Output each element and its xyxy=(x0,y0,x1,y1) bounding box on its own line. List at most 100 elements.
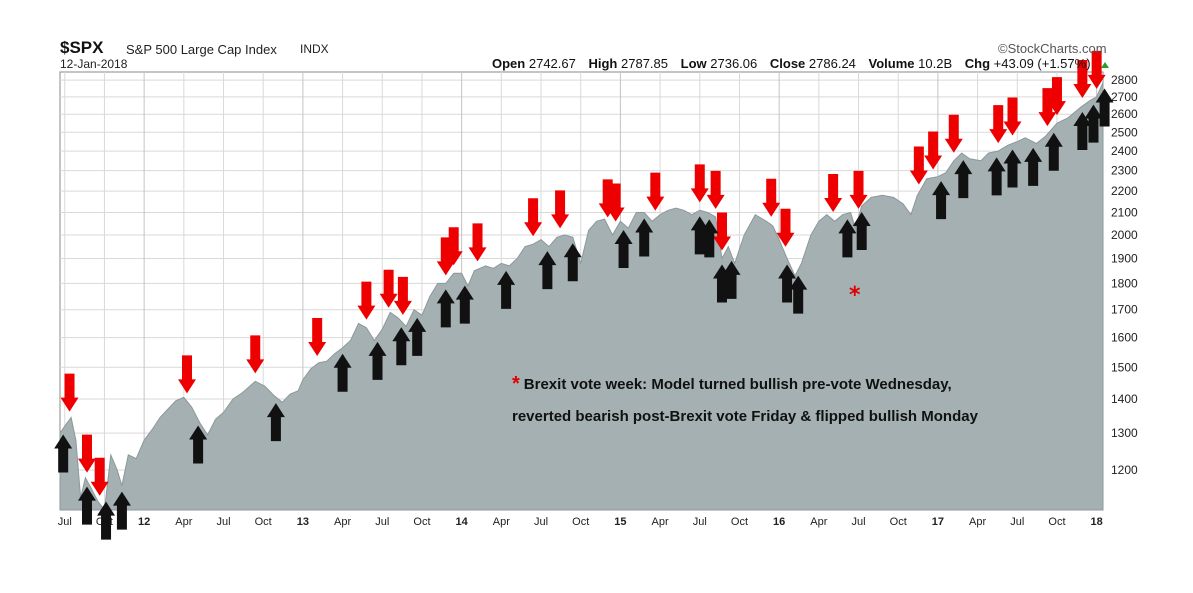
sell-signal-arrow-icon xyxy=(308,317,327,356)
sell-signal-arrow-icon xyxy=(1087,50,1106,89)
annotation-line-1: Brexit vote week: Model turned bullish p… xyxy=(523,376,952,393)
buy-signal-arrow-icon xyxy=(408,317,427,356)
sell-signal-arrow-icon xyxy=(1073,60,1092,99)
x-tick-label: 14 xyxy=(456,516,469,528)
sell-signal-arrow-icon xyxy=(944,114,963,153)
sell-signal-arrow-icon xyxy=(60,373,79,412)
buy-signal-arrow-icon xyxy=(1003,149,1022,188)
sell-signal-arrow-icon xyxy=(989,105,1008,144)
x-tick-label: Oct xyxy=(731,516,748,528)
x-tick-label: Jul xyxy=(58,516,72,528)
sell-signal-arrow-icon xyxy=(762,178,781,217)
y-tick-label: 2200 xyxy=(1111,184,1138,198)
y-tick-label: 1200 xyxy=(1111,463,1138,477)
y-tick-label: 2800 xyxy=(1111,73,1138,87)
sell-signal-arrow-icon xyxy=(524,198,543,237)
sell-signal-arrow-icon xyxy=(849,170,868,209)
x-tick-label: Jul xyxy=(216,516,230,528)
buy-signal-arrow-icon xyxy=(1024,147,1043,186)
volume-label: Volume xyxy=(868,56,915,71)
sell-signal-arrow-icon xyxy=(468,223,487,262)
buy-signal-arrow-icon xyxy=(538,251,557,290)
sell-signal-arrow-icon xyxy=(706,170,725,209)
buy-signal-arrow-icon xyxy=(932,181,951,220)
buy-signal-arrow-icon xyxy=(368,341,387,380)
y-tick-label: 2100 xyxy=(1111,205,1138,219)
buy-signal-arrow-icon xyxy=(1044,132,1063,171)
sell-signal-arrow-icon xyxy=(357,281,376,320)
y-tick-label: 2000 xyxy=(1111,228,1138,242)
price-area xyxy=(59,82,1104,512)
high-value: 2787.85 xyxy=(621,56,668,71)
sell-signal-arrow-icon xyxy=(90,457,109,496)
chg-value: +43.09 (+1.57%) xyxy=(993,56,1091,71)
x-tick-label: 17 xyxy=(932,516,944,528)
sell-signal-arrow-icon xyxy=(393,276,412,315)
chg-label: Chg xyxy=(964,56,991,71)
buy-signal-arrow-icon xyxy=(392,327,411,366)
sell-signal-arrow-icon xyxy=(246,335,265,374)
open-value: 2742.67 xyxy=(528,56,576,71)
sell-signal-arrow-icon xyxy=(178,355,197,394)
y-tick-label: 2500 xyxy=(1111,125,1138,139)
x-tick-label: Jul xyxy=(693,516,707,528)
chart-date: 12-Jan-2018 xyxy=(60,57,128,71)
buy-signal-arrow-icon xyxy=(987,157,1006,196)
buy-signal-arrow-icon xyxy=(954,160,973,199)
sell-signal-arrow-icon xyxy=(77,434,96,473)
buy-signal-arrow-icon xyxy=(635,218,654,257)
y-tick-label: 1800 xyxy=(1111,276,1138,290)
x-tick-label: Apr xyxy=(493,516,510,528)
y-tick-label: 1900 xyxy=(1111,252,1138,266)
x-tick-label: Apr xyxy=(652,516,669,528)
sell-signal-arrow-icon xyxy=(551,190,570,229)
y-tick-label: 1600 xyxy=(1111,331,1138,345)
buy-signal-arrow-icon xyxy=(54,434,73,473)
y-tick-label: 2600 xyxy=(1111,107,1138,121)
x-tick-label: Oct xyxy=(572,516,589,528)
buy-signal-arrow-icon xyxy=(497,270,516,309)
sell-signal-arrow-icon xyxy=(379,269,398,308)
ohlc-readout: Open 2742.67 High 2787.85 Low 2736.06 Cl… xyxy=(492,56,1091,71)
low-value: 2736.06 xyxy=(710,56,758,71)
sell-signal-arrow-icon xyxy=(909,146,928,185)
sell-signal-arrow-icon xyxy=(924,131,943,170)
buy-signal-arrow-icon xyxy=(189,425,208,464)
exchange-label: INDX xyxy=(300,42,329,56)
x-tick-label: 18 xyxy=(1091,516,1103,528)
x-tick-label: Jul xyxy=(851,516,865,528)
buy-signal-arrow-icon xyxy=(838,219,857,258)
sell-signal-arrow-icon xyxy=(606,183,625,222)
buy-signal-arrow-icon xyxy=(333,353,352,392)
x-tick-label: Jul xyxy=(375,516,389,528)
sell-signal-arrow-icon xyxy=(1038,88,1057,127)
buy-signal-arrow-icon xyxy=(778,264,797,303)
sell-signal-arrow-icon xyxy=(776,208,795,247)
close-label: Close xyxy=(769,56,806,71)
y-tick-label: 2300 xyxy=(1111,164,1138,178)
x-tick-label: Oct xyxy=(890,516,907,528)
buy-signal-arrow-icon xyxy=(614,230,633,269)
buy-signal-arrow-icon xyxy=(852,211,871,250)
buy-signal-arrow-icon xyxy=(112,491,131,530)
buy-signal-arrow-icon xyxy=(97,501,116,540)
y-tick-label: 1300 xyxy=(1111,426,1138,440)
annotation-line-2: reverted bearish post-Brexit vote Friday… xyxy=(512,408,978,425)
buy-signal-arrow-icon xyxy=(77,486,96,525)
x-tick-label: 15 xyxy=(614,516,626,528)
brand-watermark: ©StockCharts.com xyxy=(998,41,1107,56)
y-tick-label: 1400 xyxy=(1111,392,1138,406)
buy-signal-arrow-icon xyxy=(436,289,455,328)
x-tick-label: Oct xyxy=(413,516,430,528)
x-tick-label: Jul xyxy=(534,516,548,528)
x-tick-label: Oct xyxy=(1048,516,1065,528)
sell-signal-arrow-icon xyxy=(444,227,463,266)
index-description: S&P 500 Large Cap Index xyxy=(126,42,277,57)
y-tick-label: 2400 xyxy=(1111,144,1138,158)
low-label: Low xyxy=(680,56,707,71)
x-tick-label: Apr xyxy=(334,516,351,528)
y-tick-label: 1500 xyxy=(1111,360,1138,374)
buy-signal-arrow-icon xyxy=(722,260,741,299)
x-tick-label: 13 xyxy=(297,516,309,528)
